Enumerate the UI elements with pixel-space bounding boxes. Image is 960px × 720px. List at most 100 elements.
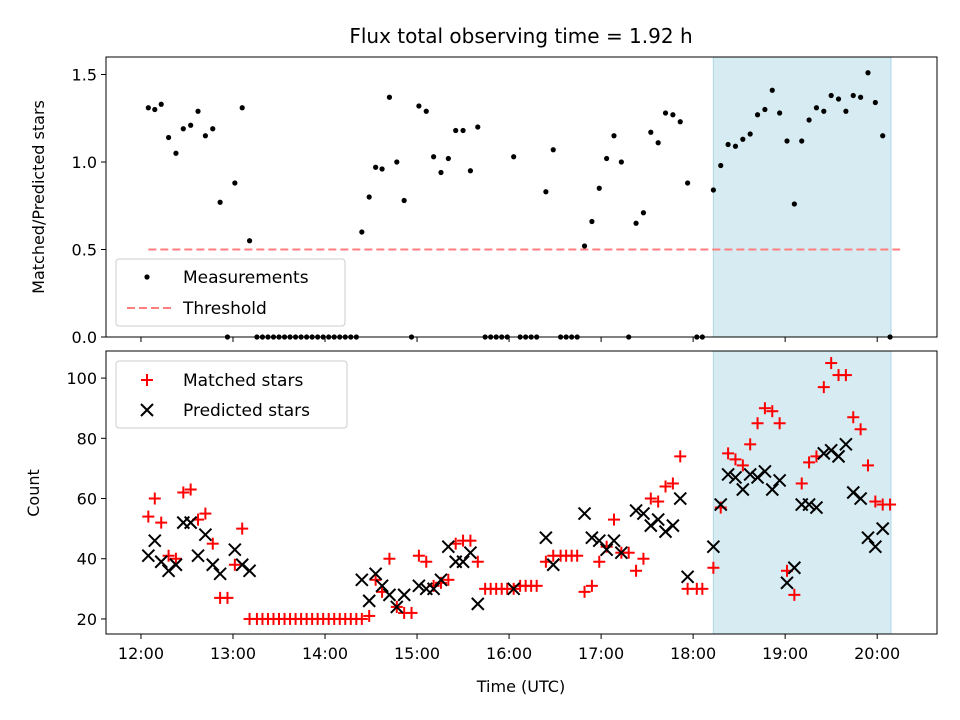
measurement-point	[366, 194, 372, 200]
measurement-point	[173, 150, 179, 156]
predicted-star-point	[242, 564, 257, 578]
predicted-star-b	[607, 533, 621, 548]
matched-star-point	[571, 549, 584, 562]
measurement-point	[732, 143, 739, 149]
measurement-point	[416, 103, 422, 109]
measurement-point	[640, 210, 647, 216]
predicted-star-point	[148, 533, 162, 548]
predicted-star-point	[861, 530, 875, 545]
predicted-star-point	[441, 539, 456, 554]
measurement-point	[158, 101, 164, 107]
measurement-point	[747, 131, 753, 137]
predicted-star-b	[592, 533, 606, 548]
bottom-y-tick-label: 80	[77, 429, 97, 448]
measurement-point	[431, 154, 437, 160]
predicted-star-point	[743, 467, 757, 482]
predicted-star-point	[198, 527, 213, 542]
predicted-star-b	[539, 530, 553, 545]
matched-star-point	[369, 573, 382, 586]
predicted-star-b	[614, 546, 629, 560]
predicted-star-b	[875, 521, 890, 536]
matched-star-point	[148, 492, 161, 505]
predicted-star-point	[141, 549, 156, 563]
matched-star-point	[578, 585, 591, 598]
matched-star-point	[817, 381, 830, 394]
predicted-star-b	[577, 506, 592, 521]
matched-star-point	[585, 579, 598, 592]
matched-star-point	[707, 561, 720, 574]
matched-star-point	[464, 534, 477, 547]
predicted-star-point	[355, 573, 369, 587]
measurement-point	[710, 187, 716, 193]
matched-star-point	[363, 609, 376, 622]
predicted-star-point	[426, 582, 441, 596]
legend-measurements-label: Measurements	[183, 268, 309, 288]
measurement-point	[210, 126, 216, 132]
measurement-point	[813, 105, 820, 111]
predicted-star-b	[191, 549, 205, 563]
matched-star-point	[228, 558, 241, 571]
predicted-star-b	[426, 582, 441, 596]
predicted-star-b	[198, 527, 213, 542]
bottom-x-tick-label: 15:00	[394, 644, 440, 663]
predicted-star-b	[183, 515, 198, 530]
predicted-star-b	[765, 482, 779, 497]
predicted-star-point	[154, 555, 168, 569]
bottom-x-tick-label: 12:00	[118, 644, 164, 663]
predicted-star-point	[666, 518, 680, 533]
bottom-y-tick-label: 100	[66, 369, 97, 388]
predicted-star-b	[651, 512, 665, 527]
matched-star-point	[839, 369, 852, 382]
predicted-star-b	[780, 576, 794, 590]
predicted-star-point	[183, 515, 198, 530]
legend-predicted-marker	[140, 403, 154, 417]
predicted-star-point	[651, 512, 665, 527]
predicted-star-point	[736, 482, 750, 497]
matched-star-point	[221, 591, 234, 604]
measurement-point	[648, 129, 654, 135]
predicted-star-b	[802, 497, 816, 512]
measurement-point	[835, 96, 842, 102]
predicted-star-b	[853, 491, 868, 506]
measurement-point	[791, 201, 797, 207]
predicted-star-point	[629, 503, 643, 518]
measurement-point	[359, 229, 365, 235]
measurement-point	[762, 106, 768, 113]
measurement-point	[740, 136, 746, 142]
top-y-tick-label: 0.5	[72, 241, 97, 260]
measurement-point	[806, 117, 812, 123]
measurement-point	[777, 110, 783, 116]
matched-star-point	[420, 555, 433, 568]
measurement-point	[152, 106, 158, 113]
predicted-star-b	[636, 506, 651, 521]
predicted-star-point	[614, 546, 629, 560]
measurement-point	[769, 87, 775, 93]
predicted-star-b	[831, 449, 846, 464]
predicted-star-point	[169, 558, 183, 572]
matched-star-point	[593, 555, 606, 568]
predicted-star-point	[680, 570, 695, 584]
predicted-star-b	[758, 464, 772, 479]
matched-stars-points	[142, 357, 897, 625]
predicted-star-point	[728, 470, 743, 485]
matched-star-point	[744, 438, 757, 451]
measurement-point	[460, 127, 466, 134]
top-panel: 0.0 0.5 1.0 1.5 Matched/Predicted stars Mea…	[29, 56, 938, 347]
measurement-point	[670, 112, 676, 118]
measurement-point	[828, 92, 834, 99]
matched-star-point	[607, 513, 620, 526]
predicted-star-point	[471, 597, 485, 611]
bottom-x-tick-label: 19:00	[762, 644, 808, 663]
top-highlight-span	[712, 56, 892, 338]
bottom-y-ticks: 20 40 60 80 100	[66, 369, 106, 629]
predicted-star-b	[706, 539, 721, 554]
predicted-star-point	[831, 449, 846, 464]
matched-star-point	[666, 477, 679, 490]
predicted-star-b	[412, 579, 426, 593]
predicted-star-point	[839, 437, 853, 452]
predicted-star-point	[758, 464, 772, 479]
matched-star-point	[847, 411, 860, 424]
predicted-star-point	[375, 579, 389, 593]
predicted-star-point	[577, 506, 592, 521]
bottom-x-tick-label: 20:00	[854, 644, 900, 663]
